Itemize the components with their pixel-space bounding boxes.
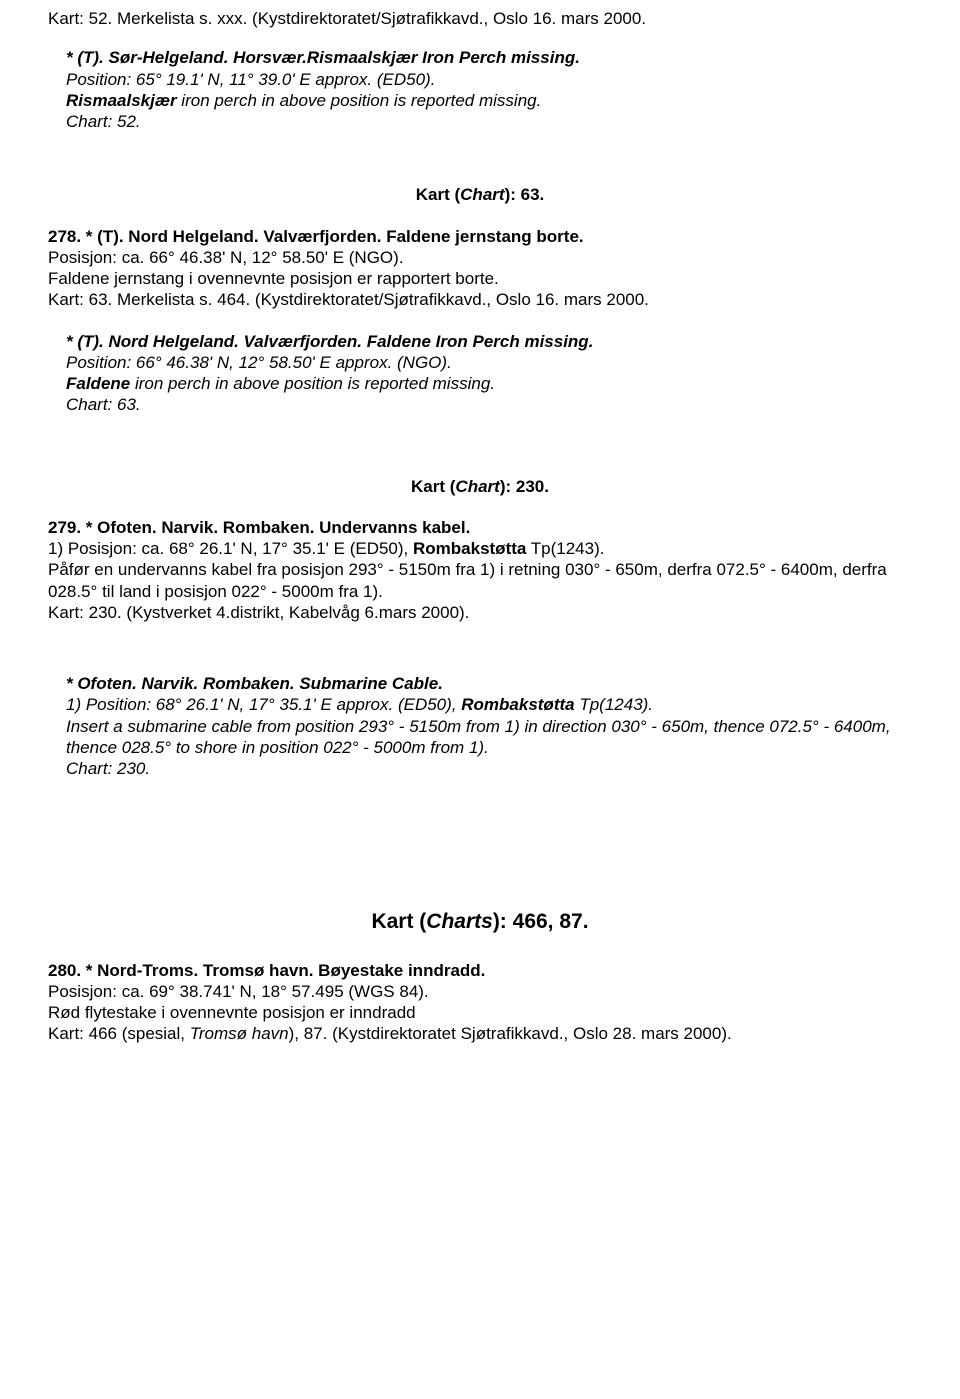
notice-source: Kart: 466 (spesial, Tromsø havn), 87. (K…	[48, 1023, 912, 1044]
heading-mid: Chart	[460, 185, 504, 204]
notice-body: Rismaalskjær iron perch in above positio…	[66, 90, 912, 111]
notice-278: 278. * (T). Nord Helgeland. Valværfjorde…	[48, 226, 912, 311]
heading-pre: Kart (	[416, 185, 460, 204]
heading-post: ): 230.	[500, 477, 549, 496]
notice-source: Kart: 63. Merkelista s. 464. (Kystdirekt…	[48, 289, 912, 310]
place-name: Rismaalskjær	[66, 91, 177, 110]
chart-heading-466: Kart (Charts): 466, 87.	[48, 909, 912, 935]
notice-position: Position: 66° 46.38' N, 12° 58.50' E app…	[66, 352, 912, 373]
src-pre: Kart: 466 (spesial,	[48, 1024, 190, 1043]
tp-text: Tp(1243).	[526, 539, 604, 558]
heading-pre: Kart (	[411, 477, 455, 496]
notice-source: Kart: 230. (Kystverket 4.distrikt, Kabel…	[48, 602, 912, 623]
notice-body: Rød flytestake i ovennevnte posisjon er …	[48, 1002, 912, 1023]
notice-279-en: * Ofoten. Narvik. Rombaken. Submarine Ca…	[48, 673, 912, 779]
notice-block-1: * (T). Sør-Helgeland. Horsvær.Rismaalskj…	[48, 47, 912, 132]
notice-position: Posisjon: ca. 69° 38.741' N, 18° 57.495 …	[48, 981, 912, 1002]
body-text: iron perch in above position is reported…	[130, 374, 495, 393]
chart-ref: Chart: 63.	[66, 394, 912, 415]
top-line: Kart: 52. Merkelista s. xxx. (Kystdirekt…	[48, 8, 912, 29]
notice-title: * (T). Sør-Helgeland. Horsvær.Rismaalskj…	[66, 47, 912, 68]
heading-post: ): 466, 87.	[493, 910, 589, 933]
tp-text: Tp(1243).	[575, 695, 653, 714]
place-name: Rombakstøtta	[413, 539, 526, 558]
notice-279: 279. * Ofoten. Narvik. Rombaken. Underva…	[48, 517, 912, 623]
notice-280: 280. * Nord-Troms. Tromsø havn. Bøyestak…	[48, 960, 912, 1045]
notice-title: 280. * Nord-Troms. Tromsø havn. Bøyestak…	[48, 960, 912, 981]
document-page: Kart: 52. Merkelista s. xxx. (Kystdirekt…	[0, 0, 960, 1085]
place-name: Faldene	[66, 374, 130, 393]
notice-title: 278. * (T). Nord Helgeland. Valværfjorde…	[48, 226, 912, 247]
notice-position: Position: 65° 19.1' N, 11° 39.0' E appro…	[66, 69, 912, 90]
notice-body: Faldene jernstang i ovennevnte posisjon …	[48, 268, 912, 289]
pos-text: 1) Posisjon: ca. 68° 26.1' N, 17° 35.1' …	[48, 539, 413, 558]
chart-heading-230: Kart (Chart): 230.	[48, 476, 912, 497]
pos-text: 1) Position: 68° 26.1' N, 17° 35.1' E ap…	[66, 695, 461, 714]
notice-position: Posisjon: ca. 66° 46.38' N, 12° 58.50' E…	[48, 247, 912, 268]
notice-line1: 1) Position: 68° 26.1' N, 17° 35.1' E ap…	[66, 694, 912, 715]
body-text: iron perch in above position is reported…	[177, 91, 542, 110]
chart-ref: Chart: 52.	[66, 111, 912, 132]
notice-title: * (T). Nord Helgeland. Valværfjorden. Fa…	[66, 331, 912, 352]
heading-mid: Chart	[455, 477, 499, 496]
notice-title: 279. * Ofoten. Narvik. Rombaken. Underva…	[48, 517, 912, 538]
notice-title: * Ofoten. Narvik. Rombaken. Submarine Ca…	[66, 673, 912, 694]
notice-body: Faldene iron perch in above position is …	[66, 373, 912, 394]
heading-mid: Charts	[426, 910, 493, 933]
notice-278-en: * (T). Nord Helgeland. Valværfjorden. Fa…	[48, 331, 912, 416]
notice-body: Påfør en undervanns kabel fra posisjon 2…	[48, 559, 912, 602]
place-name: Tromsø havn	[190, 1024, 289, 1043]
heading-pre: Kart (	[371, 910, 426, 933]
chart-heading-63: Kart (Chart): 63.	[48, 184, 912, 205]
src-post: ), 87. (Kystdirektoratet Sjøtrafikkavd.,…	[289, 1024, 732, 1043]
place-name: Rombakstøtta	[461, 695, 574, 714]
heading-post: ): 63.	[505, 185, 545, 204]
notice-body: Insert a submarine cable from position 2…	[66, 716, 912, 759]
chart-ref: Chart: 230.	[66, 758, 912, 779]
notice-line1: 1) Posisjon: ca. 68° 26.1' N, 17° 35.1' …	[48, 538, 912, 559]
